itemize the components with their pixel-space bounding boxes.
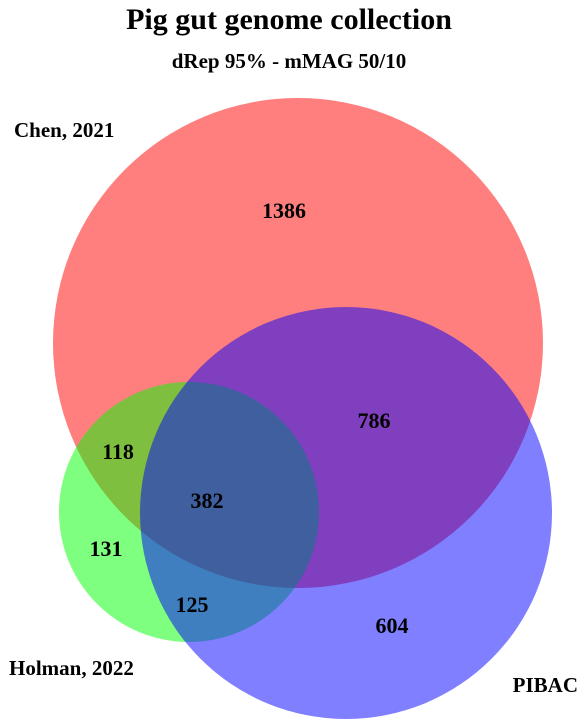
- count-chen-holman: 118: [102, 439, 134, 464]
- count-chen-only: 1386: [262, 198, 306, 223]
- label-pibac: PIBAC: [513, 673, 578, 697]
- label-holman-2022: Holman, 2022: [9, 656, 134, 680]
- circle-pibac: [140, 307, 552, 719]
- label-chen-2021: Chen, 2021: [14, 118, 114, 142]
- count-all-three: 382: [191, 488, 224, 513]
- diagram-title: Pig gut genome collection: [126, 3, 452, 36]
- count-pibac-only: 604: [376, 613, 409, 638]
- diagram-subtitle: dRep 95% - mMAG 50/10: [172, 49, 407, 73]
- count-holman-pibac: 125: [176, 592, 209, 617]
- count-chen-pibac: 786: [358, 408, 391, 433]
- count-holman-only: 131: [90, 536, 123, 561]
